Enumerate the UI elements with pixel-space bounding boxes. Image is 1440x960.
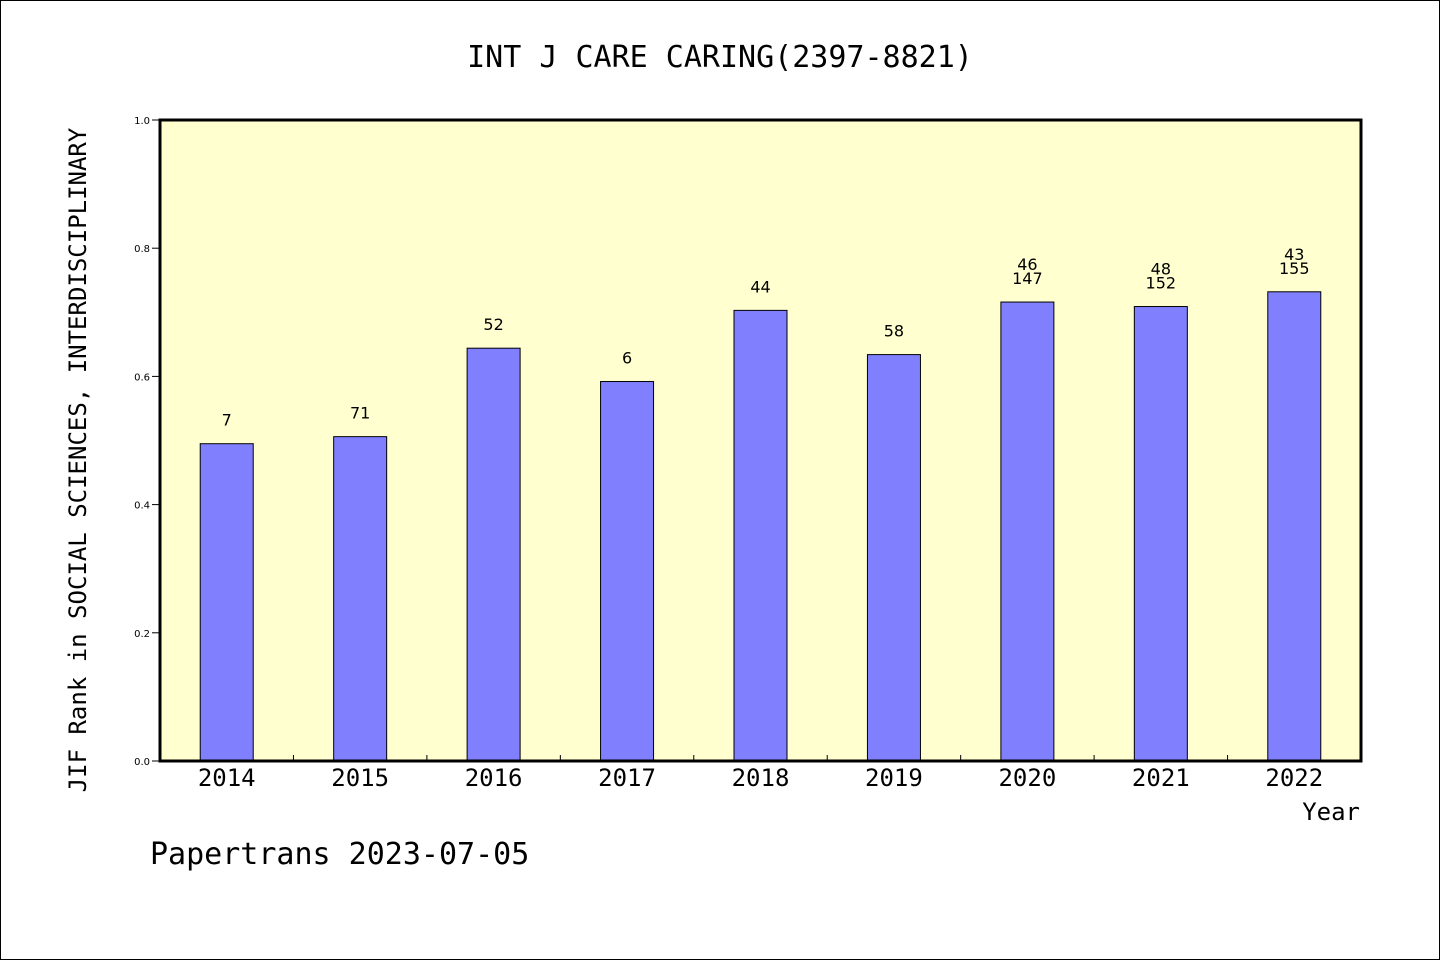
x-tick-label-2016: 2016 — [465, 764, 523, 792]
footer-credit: Papertrans 2023-07-05 — [150, 837, 529, 872]
x-tick-label-2015: 2015 — [331, 764, 389, 792]
x-tick-label-2017: 2017 — [598, 764, 656, 792]
bar-label-2019: 58 — [884, 322, 904, 341]
y-tick-label-0.0: 0.0 — [134, 757, 150, 768]
bar-label-2020-2: 147 — [1012, 269, 1043, 288]
x-tick-label-2018: 2018 — [732, 764, 790, 792]
bar-label-2016: 52 — [483, 315, 503, 334]
bar-label-2014: 7 — [222, 411, 232, 430]
bar-label-2021-1: 48 — [1151, 260, 1171, 279]
y-axis-label: JIF Rank in SOCIAL SCIENCES, INTERDISCIP… — [64, 127, 92, 792]
x-tick-label-2021: 2021 — [1132, 764, 1190, 792]
bar-label-2017: 6 — [622, 349, 632, 368]
bar-2017 — [600, 381, 655, 762]
y-axis: 0.0 0.2 0.4 0.6 0.8 1.0 — [134, 116, 160, 768]
y-tick-label-0.4: 0.4 — [134, 501, 150, 512]
chart-title: INT J CARE CARING(2397-8821) — [467, 40, 973, 75]
plot-border — [158, 118, 1363, 763]
bar-label-2020-1: 46 — [1017, 255, 1037, 274]
x-tick-label-2020: 2020 — [998, 764, 1056, 792]
bar-label-2021-2: 152 — [1146, 274, 1177, 293]
bar-label-2015: 71 — [350, 404, 370, 423]
bar-2019 — [866, 354, 921, 762]
y-tick-label-1.0: 1.0 — [134, 116, 150, 127]
bar-label-2022-1: 43 — [1284, 245, 1304, 264]
x-tick-label-2019: 2019 — [865, 764, 923, 792]
bar-label-2022-2: 155 — [1279, 259, 1310, 278]
bar-2021 — [1133, 306, 1188, 762]
bar-2016 — [466, 347, 521, 762]
x-axis-label: Year — [1302, 798, 1360, 826]
x-tick-label-2022: 2022 — [1265, 764, 1323, 792]
y-tick-label-0.8: 0.8 — [134, 244, 150, 255]
bar-2020 — [1000, 301, 1055, 762]
x-tick-label-2014: 2014 — [198, 764, 256, 792]
bar-2018 — [733, 309, 788, 762]
y-tick-label-0.2: 0.2 — [134, 629, 150, 640]
bar-2022 — [1267, 291, 1322, 762]
bars-group — [199, 291, 1322, 762]
y-tick-label-0.6: 0.6 — [134, 372, 150, 383]
bar-2014 — [199, 443, 254, 762]
x-axis: 2014 2015 2016 2017 2018 2019 2020 2021 2022 — [198, 755, 1323, 792]
bar-2015 — [333, 436, 388, 762]
bar-label-2018: 44 — [750, 277, 770, 296]
